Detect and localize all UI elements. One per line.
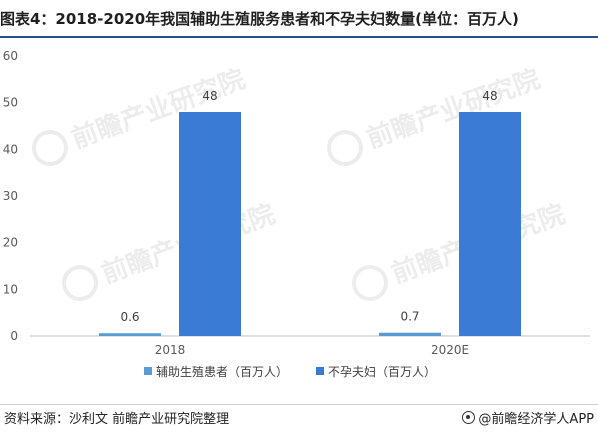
watermark-logo-icon xyxy=(352,265,388,301)
x-tick-label: 2020E xyxy=(431,343,469,357)
bar-1 xyxy=(379,332,441,336)
footer-divider xyxy=(0,404,598,405)
bar-chart: 前瞻产业研究院前瞻产业研究院前瞻产业研究院前瞻产业研究院010203040506… xyxy=(3,49,590,379)
y-tick-label: 40 xyxy=(3,142,18,156)
y-tick-label: 60 xyxy=(3,49,18,63)
bar-2 xyxy=(459,112,521,336)
brand-credit: @前瞻经济学人APP xyxy=(462,408,594,427)
y-tick-label: 50 xyxy=(3,96,18,110)
y-tick-label: 20 xyxy=(3,236,18,250)
data-label: 0.7 xyxy=(400,310,419,324)
y-tick-label: 30 xyxy=(3,189,18,203)
watermark-logo-icon xyxy=(32,130,68,166)
watermark-logo-icon xyxy=(327,130,363,166)
bar-2 xyxy=(179,112,241,336)
legend-label: 不孕夫妇（百万人） xyxy=(328,365,436,379)
legend-swatch xyxy=(316,367,324,375)
bar-1 xyxy=(99,333,161,336)
data-label: 48 xyxy=(202,89,217,103)
x-tick-label: 2018 xyxy=(155,343,186,357)
data-label: 0.6 xyxy=(120,310,139,324)
data-label: 48 xyxy=(482,89,497,103)
y-tick-label: 0 xyxy=(10,329,18,343)
source-note: 资料来源：沙利文 前瞻产业研究院整理 xyxy=(4,412,230,427)
title-divider xyxy=(0,36,598,38)
watermark: 前瞻产业研究院 xyxy=(62,198,279,301)
chart-title: 图表4：2018-2020年我国辅助生殖服务患者和不孕夫妇数量(单位：百万人) xyxy=(0,10,519,28)
brand-label: @前瞻经济学人APP xyxy=(478,412,594,427)
legend-swatch xyxy=(144,367,152,375)
watermark-logo-icon xyxy=(62,265,98,301)
brand-logo-icon xyxy=(462,411,476,424)
legend-label: 辅助生殖患者（百万人） xyxy=(156,364,288,379)
y-tick-label: 10 xyxy=(3,282,18,296)
